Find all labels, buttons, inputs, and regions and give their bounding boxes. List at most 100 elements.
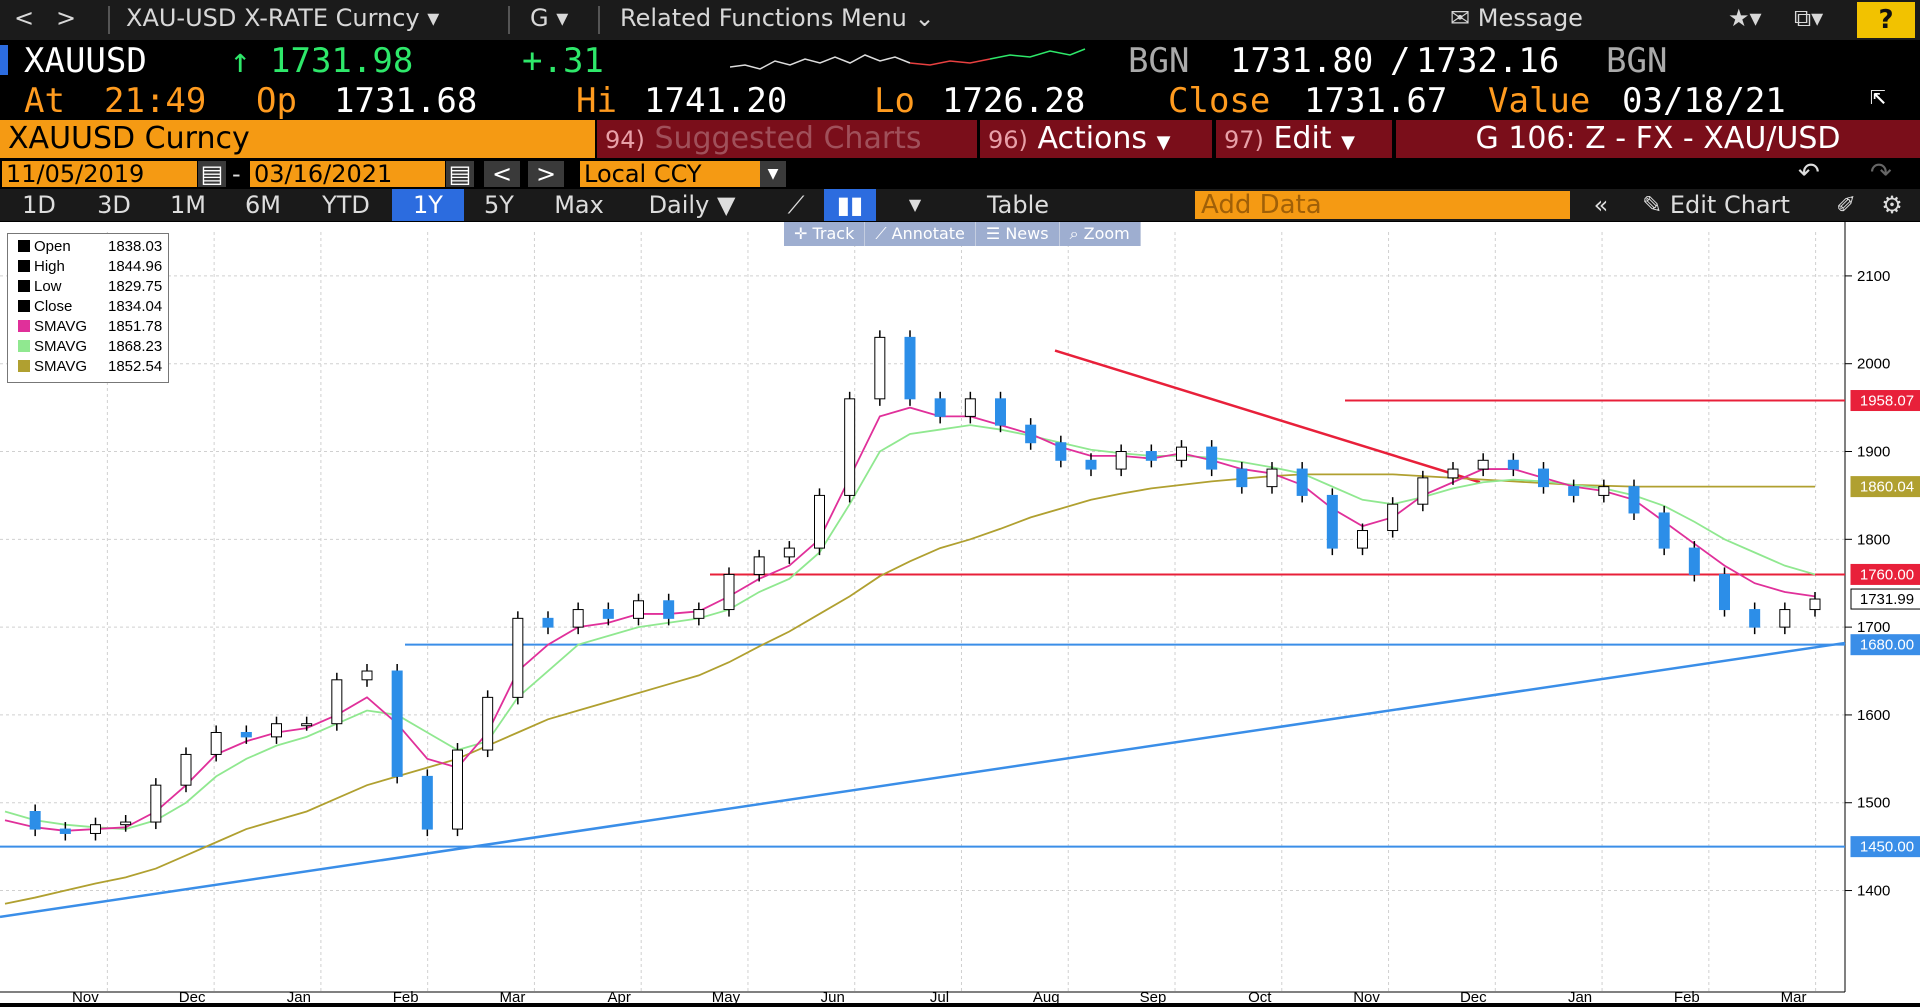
open-label: Op [256, 81, 297, 121]
suggested-charts-button[interactable]: 94) Suggested Charts [597, 120, 977, 158]
x-tick-label: Aug [1033, 989, 1060, 1003]
level-tag-label: 1680.00 [1860, 637, 1914, 654]
line-chart-icon[interactable]: ⟋ [787, 191, 805, 219]
period-tab-1m[interactable]: 1M [170, 191, 206, 219]
zoom-tool[interactable]: ⌕ Zoom [1060, 222, 1141, 246]
forward-icon[interactable]: > [56, 4, 77, 32]
redo-icon[interactable]: ↷ [1870, 158, 1892, 188]
legend-swatch [18, 320, 30, 332]
period-tab-3d[interactable]: 3D [97, 191, 131, 219]
x-tick-label: Jul [930, 989, 949, 1003]
candle-body [1296, 468, 1308, 496]
message-button[interactable]: ✉ Message [1450, 4, 1583, 32]
candle-body [934, 398, 946, 417]
actions-button[interactable]: 96) Actions ▼ [980, 120, 1212, 158]
back-icon[interactable]: < [14, 4, 35, 32]
chart-type-dropdown[interactable]: ▼ [908, 195, 922, 214]
close-value: 1731.67 [1304, 81, 1448, 121]
candle-body [301, 723, 313, 727]
y-tick-label: 1400 [1857, 883, 1890, 900]
x-tick-label: Oct [1248, 989, 1272, 1003]
candle-body [1749, 609, 1761, 628]
calendar-icon[interactable]: ▤ [198, 161, 226, 187]
candle-body [1387, 503, 1399, 532]
start-date-input[interactable]: 11/05/2019 [2, 161, 197, 187]
candle-body [1417, 477, 1429, 505]
frequency-select[interactable]: Daily ▼ [648, 191, 736, 219]
window-icon[interactable]: ⧉▾ [1794, 4, 1824, 32]
add-data-input[interactable]: Add Data [1195, 191, 1570, 219]
candle-body [361, 670, 373, 681]
price-chart: 1400 1500 1600 1700 1800 1900 2000 2100 Nov Dec Ja… [0, 222, 1920, 1006]
function-dropdown[interactable]: G ▾ [530, 4, 569, 32]
annotate-icon[interactable]: ✐ [1835, 191, 1857, 219]
y-tick-label: 1600 [1857, 707, 1890, 724]
related-functions-menu[interactable]: Related Functions Menu ⌄ [620, 4, 935, 32]
candle-body [783, 547, 795, 558]
period-tab-5y[interactable]: 5Y [484, 191, 514, 219]
candle-body [120, 821, 132, 826]
legend-swatch [18, 280, 30, 292]
legend-row: Low 1829.75 [18, 278, 162, 296]
x-tick-label: Sep [1140, 989, 1167, 1003]
annotate-tool[interactable]: ⟋ Annotate [865, 222, 976, 246]
open-value: 1731.68 [334, 81, 478, 121]
chart-area[interactable]: 1400 1500 1600 1700 1800 1900 2000 2100 Nov Dec Ja… [0, 222, 1920, 1006]
period-tab-max[interactable]: Max [554, 191, 604, 219]
candle-body [542, 617, 554, 628]
legend-row: Close 1834.04 [18, 298, 162, 316]
candle-body [1025, 424, 1037, 444]
chevron-down-icon[interactable]: ▼ [760, 161, 786, 187]
candle-body [59, 828, 71, 834]
period-tab-1d[interactable]: 1D [22, 191, 56, 219]
candle-body [995, 398, 1006, 426]
candle-body [1477, 459, 1489, 470]
level-tag-box [1850, 588, 1920, 610]
level-tag-label: 1731.99 [1860, 591, 1914, 608]
export-icon[interactable]: ⇱ [1870, 81, 1886, 111]
news-tool[interactable]: ☰ News [976, 222, 1060, 246]
candle-body [1266, 468, 1278, 488]
undo-icon[interactable]: ↶ [1798, 158, 1820, 188]
x-tick-label: Feb [393, 989, 419, 1003]
candlestick-icon[interactable]: ▮▮ [824, 189, 876, 221]
candle-body [1628, 486, 1640, 514]
next-range-button[interactable]: > [528, 161, 564, 187]
candle-body [452, 749, 463, 830]
x-tick-label: Nov [1353, 989, 1380, 1003]
y-tick-label: 1700 [1857, 619, 1890, 636]
currency-select[interactable]: Local CCY [580, 161, 760, 187]
gear-icon[interactable]: ⚙ [1881, 191, 1903, 219]
candle-body [421, 775, 433, 830]
track-tool[interactable]: ✛ Track [784, 222, 866, 246]
prev-range-button[interactable]: < [484, 161, 520, 187]
security-dropdown[interactable]: XAU-USD X-RATE Curncy ▾ [126, 4, 440, 32]
candle-body [180, 753, 192, 786]
end-date-input[interactable]: 03/16/2021 [250, 161, 445, 187]
sma-olive-line [4, 473, 1816, 905]
calendar-icon[interactable]: ▤ [446, 161, 474, 187]
date-range-bar: 11/05/2019 ▤ - 03/16/2021 ▤ < > Local CC… [0, 158, 1920, 188]
sma-green-line [4, 424, 1816, 830]
period-tab-1y[interactable]: 1Y [392, 189, 464, 221]
security-field[interactable]: XAUUSD Curncy [0, 120, 595, 158]
favorite-star-icon[interactable]: ★▾ [1728, 4, 1762, 32]
candle-body [1357, 530, 1368, 549]
candle-body [1779, 609, 1791, 628]
period-tab-6m[interactable]: 6M [245, 191, 281, 219]
close-label: Close [1168, 81, 1271, 121]
edit-chart-button[interactable]: ✎ Edit Chart [1642, 191, 1790, 219]
candle-body [693, 609, 705, 619]
bid-price: 1731.80 [1230, 41, 1374, 81]
candle-body [1326, 494, 1338, 549]
candle-body [240, 731, 252, 738]
collapse-icon[interactable]: « [1593, 191, 1609, 219]
level-tag-box [1850, 390, 1920, 412]
x-tick-label: Dec [179, 989, 206, 1003]
table-button[interactable]: Table [986, 191, 1050, 219]
period-tab-ytd[interactable]: YTD [322, 191, 370, 219]
help-button[interactable]: ? [1857, 2, 1915, 38]
candle-body [964, 398, 976, 417]
edit-button[interactable]: 97) Edit ▼ [1216, 120, 1392, 158]
candle-body [904, 336, 916, 400]
